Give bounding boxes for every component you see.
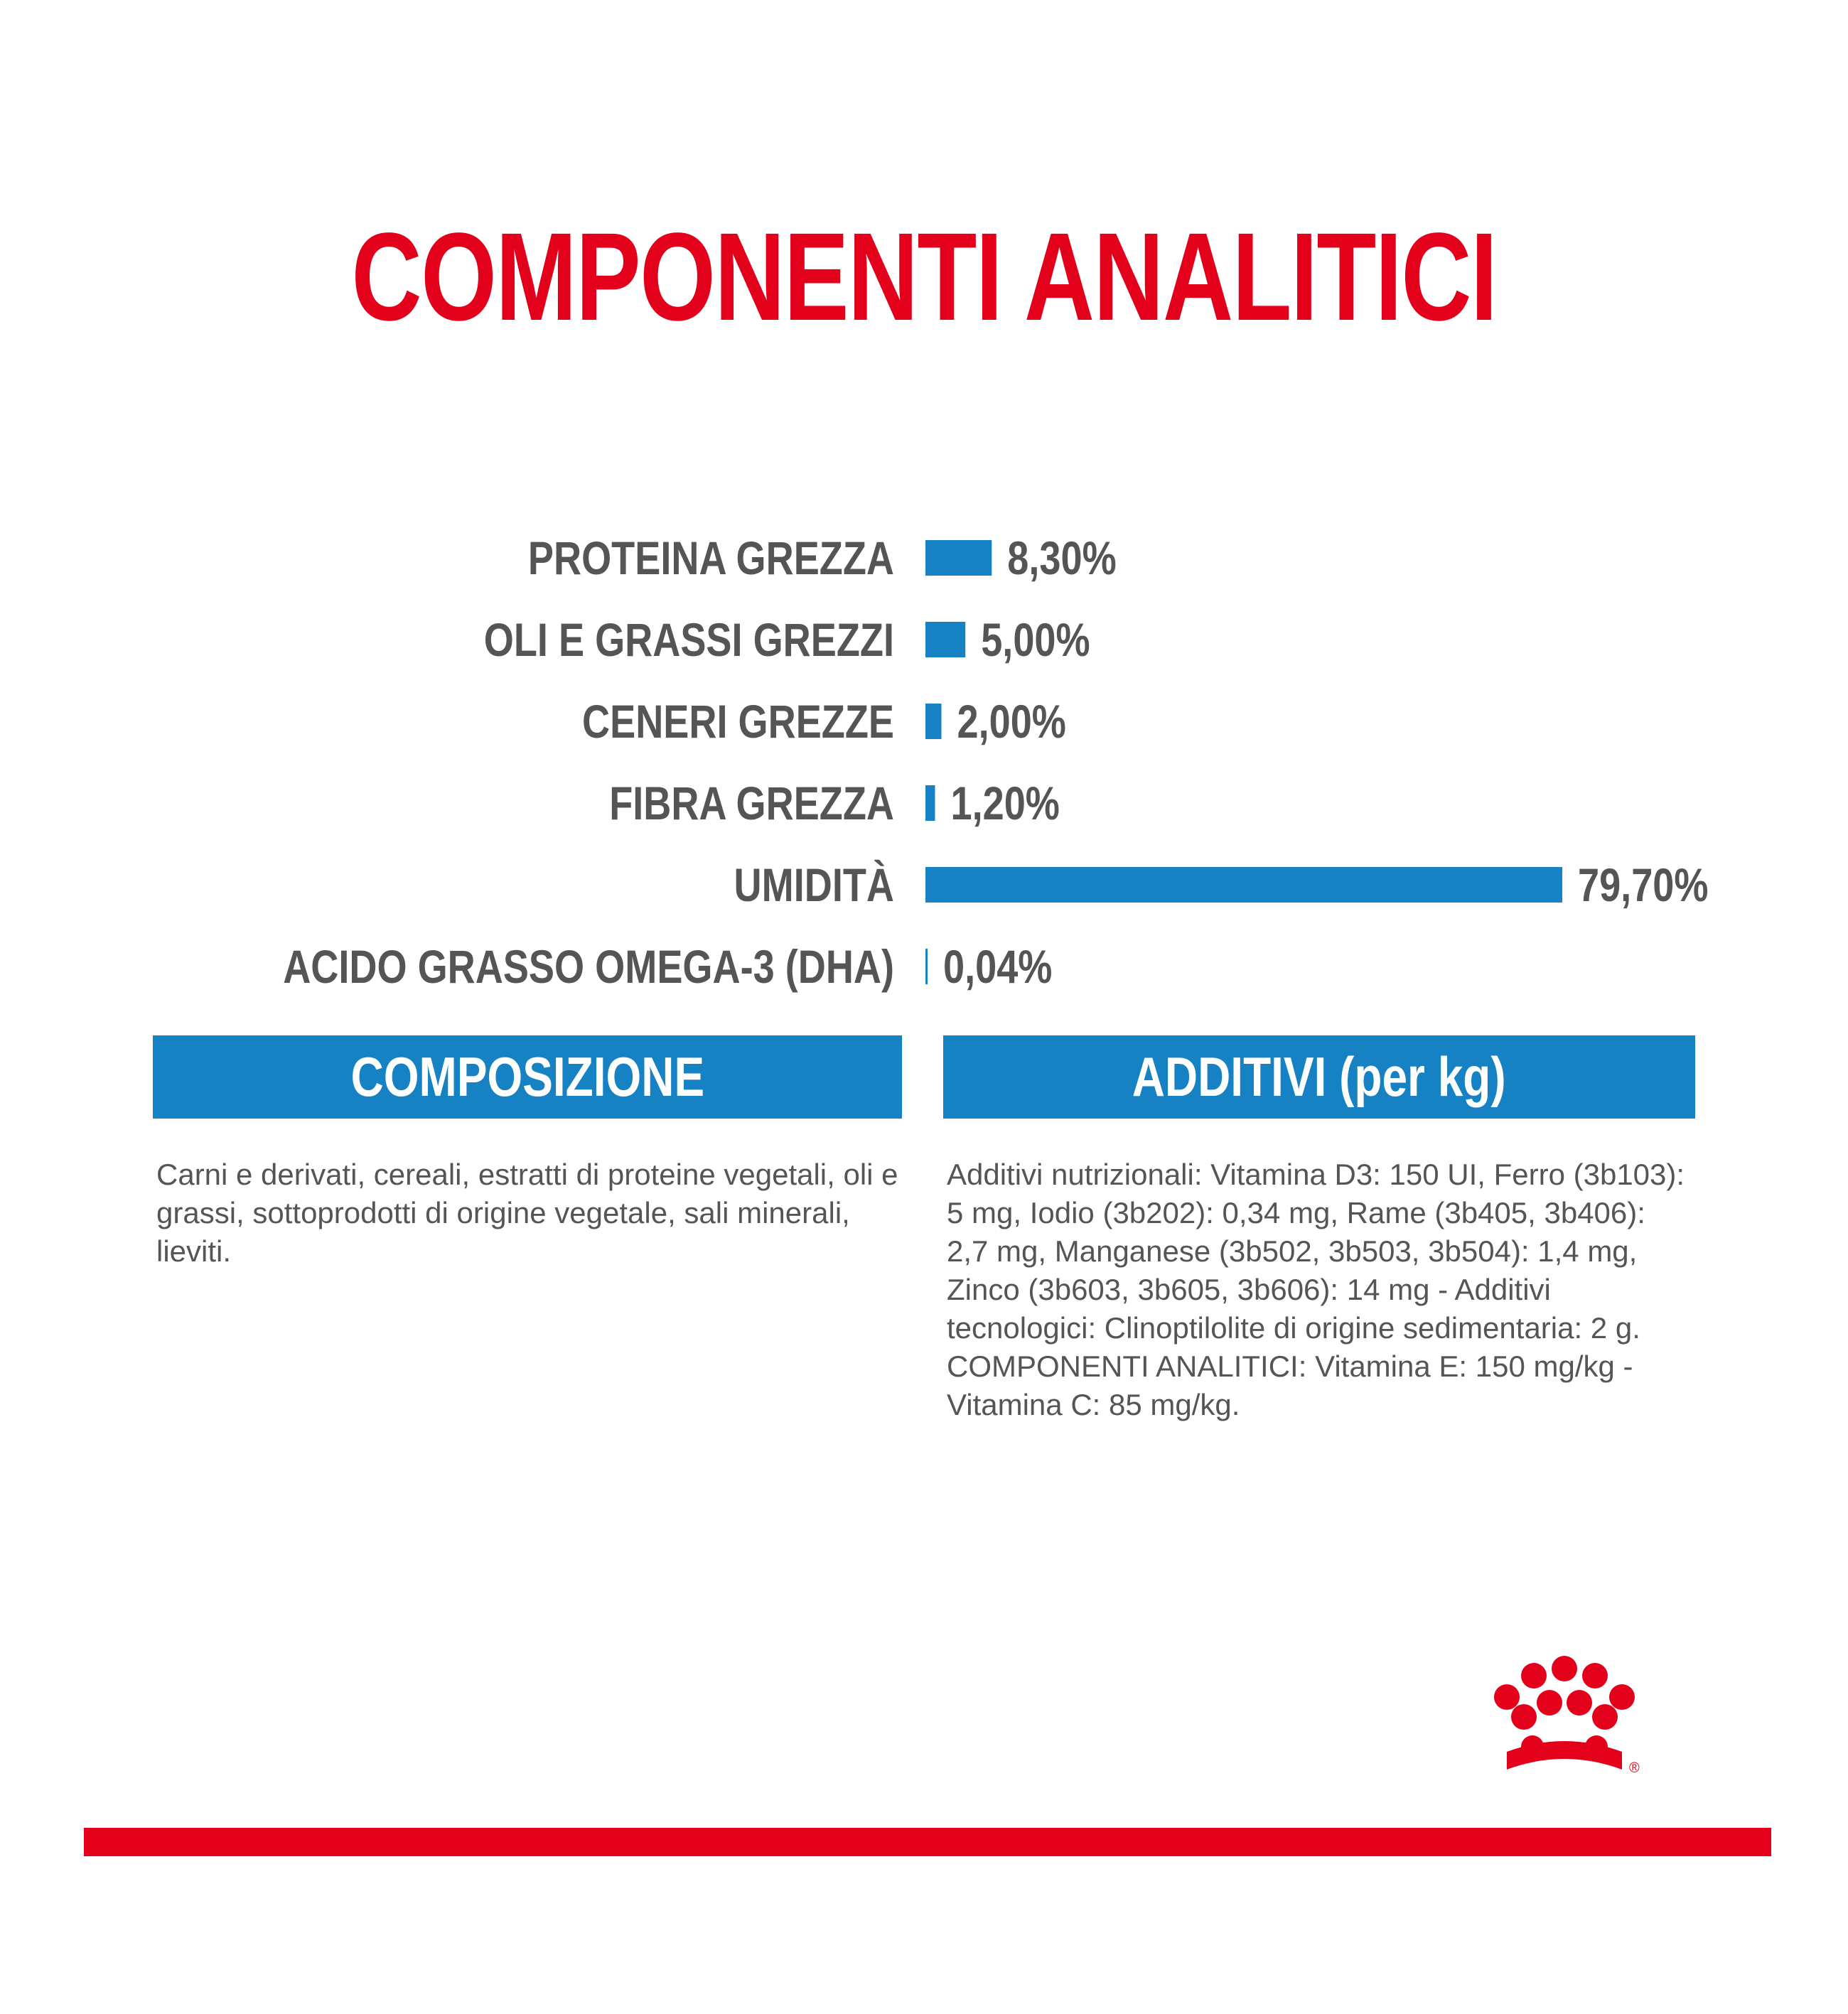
category-label: OLI E GRASSI GREZZI (484, 613, 894, 666)
bar (925, 622, 966, 657)
value-label: 79,70% (1578, 858, 1709, 911)
additivi-text: Additivi nutrizionali: Vitamina D3: 150 … (947, 1158, 1685, 1345)
bar (925, 540, 992, 576)
composizione-text-block: Carni e derivati, cereali, estratti di p… (156, 1156, 910, 1271)
category-label: UMIDITÀ (734, 858, 894, 911)
category-label: PROTEINA GREZZA (528, 532, 894, 584)
bottom-red-bar (84, 1828, 1771, 1856)
nutrient-bar-chart: PROTEINA GREZZA 8,30% OLI E GRASSI GREZZI 5… (283, 532, 1709, 993)
category-label: CENERI GREZZE (582, 695, 894, 748)
registered-mark: ® (1629, 1760, 1640, 1776)
value-label: 2,00% (957, 695, 1065, 748)
category-label: ACIDO GRASSO OMEGA-3 (DHA) (283, 940, 894, 993)
value-label: 0,04% (943, 940, 1052, 993)
bar (925, 949, 928, 984)
additivi-header: ADDITIVI (per kg) (944, 1036, 1694, 1118)
bar (925, 704, 942, 739)
composizione-header: COMPOSIZIONE (154, 1036, 901, 1118)
royal-canin-crown-icon: ® (1494, 1656, 1640, 1776)
value-label: 1,20% (950, 777, 1059, 829)
value-label: 8,30% (1007, 532, 1116, 584)
value-label: 5,00% (981, 613, 1090, 666)
page-title: COMPONENTI ANALITICI (351, 208, 1498, 347)
composizione-header-label: COMPOSIZIONE (350, 1045, 704, 1108)
additivi-header-label: ADDITIVI (per kg) (1132, 1045, 1506, 1108)
composizione-text: Carni e derivati, cereali, estratti di p… (156, 1158, 898, 1268)
bar (925, 867, 1562, 903)
additivi-text-block: Additivi nutrizionali: Vitamina D3: 150 … (947, 1156, 1686, 1424)
category-label: FIBRA GREZZA (609, 777, 894, 829)
bar (925, 785, 935, 821)
additivi-text-2: COMPONENTI ANALITICI: Vitamina E: 150 mg… (947, 1350, 1633, 1421)
